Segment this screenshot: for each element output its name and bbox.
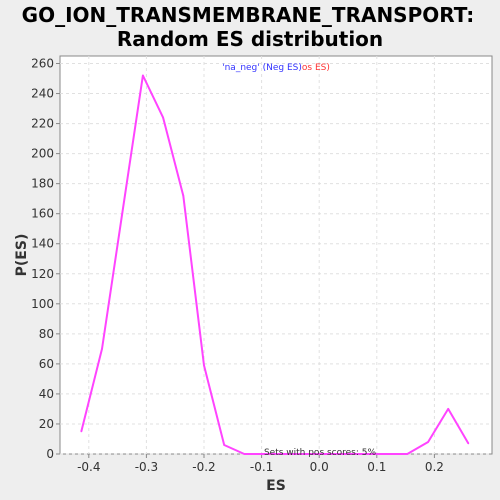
data-point: [203, 364, 205, 367]
data-point: [80, 430, 83, 433]
y-tick-label: 60: [39, 357, 54, 371]
x-tick-label: 0.1: [367, 460, 386, 474]
legend-pos: os ES): [302, 63, 330, 73]
y-tick-label: 260: [31, 57, 54, 71]
y-tick-label: 80: [39, 327, 54, 341]
y-tick-label: 160: [31, 207, 54, 221]
x-axis-label: ES: [266, 478, 286, 494]
legend: 'na_neg' (Neg ES)os ES): [222, 63, 330, 73]
x-tick-label: 0.2: [425, 460, 444, 474]
y-tick-label: 240: [31, 87, 54, 101]
data-point: [142, 74, 144, 77]
data-point: [284, 453, 287, 455]
series-layer: [80, 74, 470, 455]
legend-name: 'na_neg': [222, 63, 260, 73]
y-axis-label: P(ES): [14, 234, 30, 277]
data-point: [427, 441, 429, 443]
data-point: [325, 453, 327, 455]
grid-lines: [60, 56, 492, 455]
data-point: [345, 453, 348, 455]
y-tick-label: 0: [46, 447, 54, 461]
data-point: [467, 442, 470, 445]
x-tick-label: -0.1: [250, 460, 273, 474]
data-point: [365, 453, 368, 455]
plot-background: [59, 55, 493, 455]
data-point: [304, 453, 307, 455]
y-tick-label: 200: [31, 147, 54, 161]
data-point: [264, 453, 266, 455]
y-tick-label: 100: [31, 297, 54, 311]
data-point: [121, 212, 124, 215]
chart-title-line1: GO_ION_TRANSMEMBRANE_TRANSPORT:: [22, 3, 475, 27]
x-tick-label: -0.3: [135, 460, 158, 474]
data-point: [223, 444, 225, 446]
pos-scores-annotation: Sets with pos scores: 5%: [264, 448, 377, 458]
data-point: [386, 453, 388, 455]
y-tick-label: 40: [39, 387, 54, 401]
data-point: [243, 453, 246, 455]
data-point: [447, 408, 450, 410]
data-point: [162, 116, 164, 119]
x-tick-label: -0.4: [77, 460, 100, 474]
x-tick-label: -0.2: [192, 460, 215, 474]
series-line: [80, 74, 470, 455]
y-tick-label: 220: [31, 117, 54, 131]
data-point: [182, 194, 185, 197]
legend-neg: (Neg ES): [260, 63, 302, 73]
chart-title-line2: Random ES distribution: [117, 27, 383, 51]
y-tick-label: 120: [31, 267, 54, 281]
data-point: [406, 453, 409, 455]
data-point: [101, 348, 103, 350]
y-tick-label: 180: [31, 177, 54, 191]
x-tick-label: 0.0: [310, 460, 329, 474]
y-tick-label: 20: [39, 417, 54, 431]
y-tick-label: 140: [31, 237, 54, 251]
axes: 0 20 40 60 80 100 120 140 160 180 200 220 240 260 -0.4…: [31, 57, 444, 474]
